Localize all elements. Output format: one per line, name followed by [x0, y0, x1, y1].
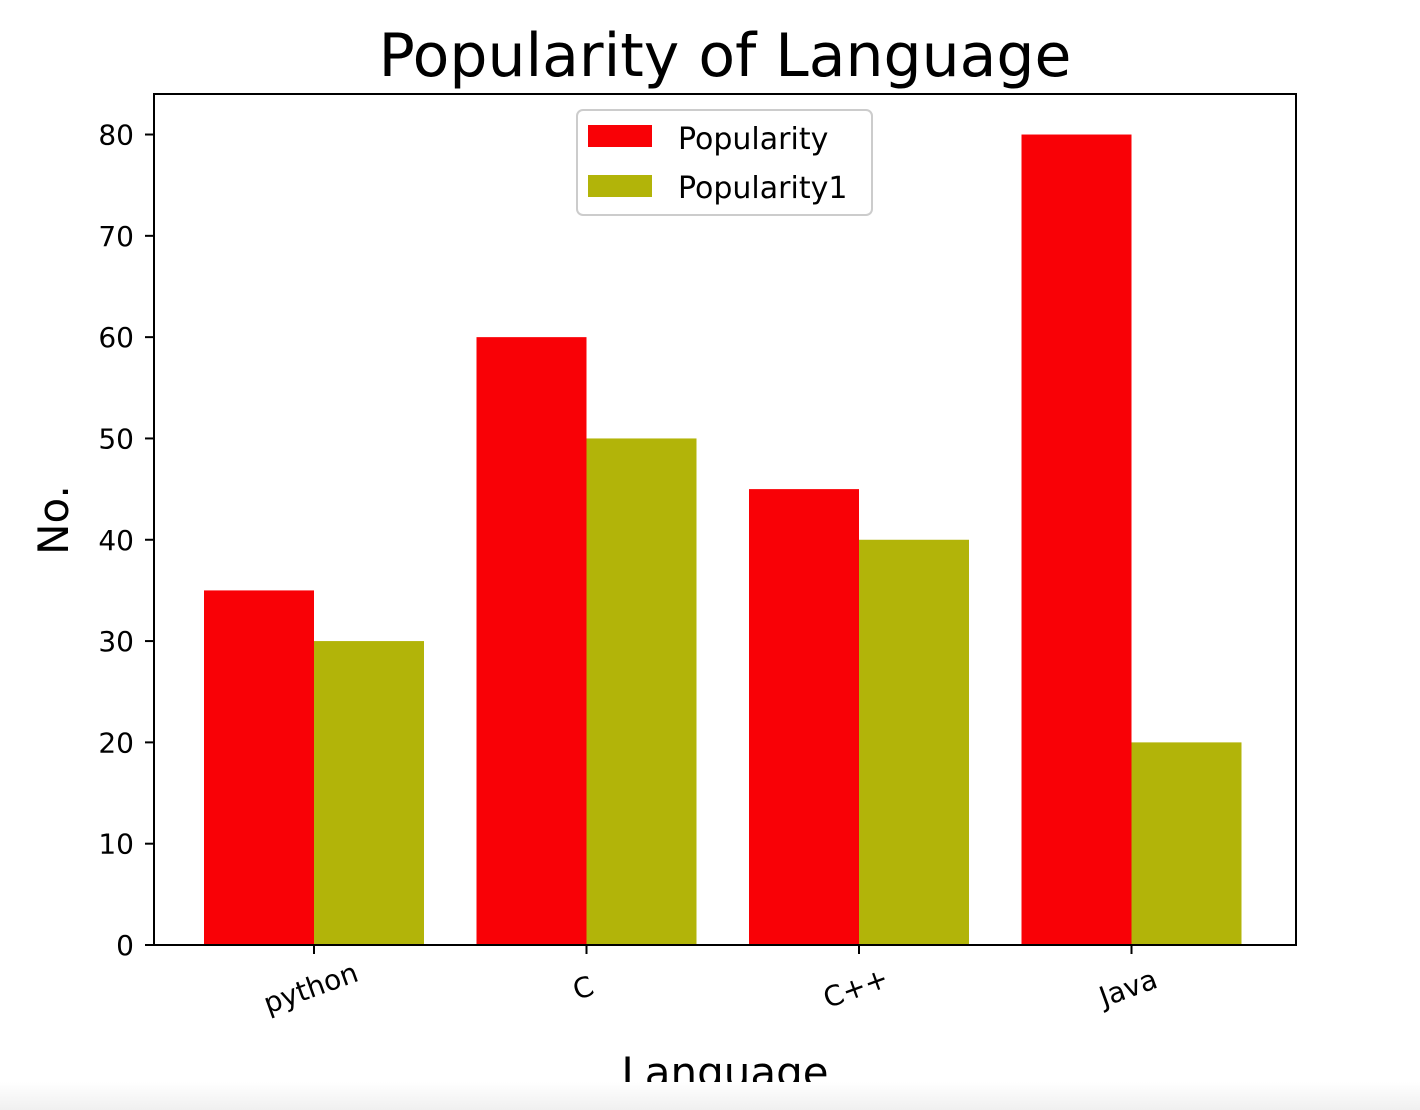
- bar-popularity1-java: [1131, 742, 1242, 945]
- y-tick-label-20: 20: [98, 726, 134, 759]
- bar-popularity-cplusplus: [749, 489, 859, 945]
- y-axis-label-group: No.: [29, 485, 78, 555]
- bar-popularity1-cplusplus: [859, 539, 969, 945]
- bar-popularity1-c: [586, 438, 697, 945]
- y-axis-label: No.: [29, 485, 78, 555]
- y-tick-label-70: 70: [98, 220, 134, 253]
- x-ticks-layer: python C C++ Java: [259, 945, 1162, 1020]
- y-tick-label-0: 0: [116, 929, 134, 962]
- y-ticks-layer: 0 10 20 30 40 50 60 70 80: [98, 119, 154, 962]
- legend: Popularity Popularity1: [576, 109, 873, 216]
- legend-label-popularity: Popularity: [678, 122, 828, 157]
- y-tick-label-80: 80: [98, 119, 134, 152]
- legend-label-popularity1: Popularity1: [678, 171, 847, 206]
- plot-frame: [153, 93, 1297, 946]
- bar-popularity-java: [1021, 134, 1132, 945]
- chart-title: Popularity of Language: [379, 21, 1072, 91]
- x-tick-label-python: python: [259, 956, 362, 1021]
- y-tick-label-40: 40: [98, 524, 134, 557]
- legend-swatch-popularity: [588, 125, 652, 147]
- y-tick-label-10: 10: [98, 828, 134, 861]
- window-bottom-edge: [0, 1082, 1420, 1110]
- y-tick-label-60: 60: [98, 321, 134, 354]
- bar-popularity-c: [476, 337, 587, 946]
- y-tick-label-30: 30: [98, 625, 134, 658]
- bar-popularity-python: [204, 590, 314, 945]
- bars-layer: [204, 134, 1242, 946]
- x-tick-label-cplusplus: C++: [819, 961, 893, 1015]
- legend-swatch-popularity1: [588, 175, 652, 197]
- y-tick-label-50: 50: [98, 422, 134, 455]
- x-tick-label-c: C: [568, 969, 598, 1007]
- x-tick-label-java: Java: [1093, 962, 1162, 1014]
- bar-popularity1-python: [314, 641, 424, 945]
